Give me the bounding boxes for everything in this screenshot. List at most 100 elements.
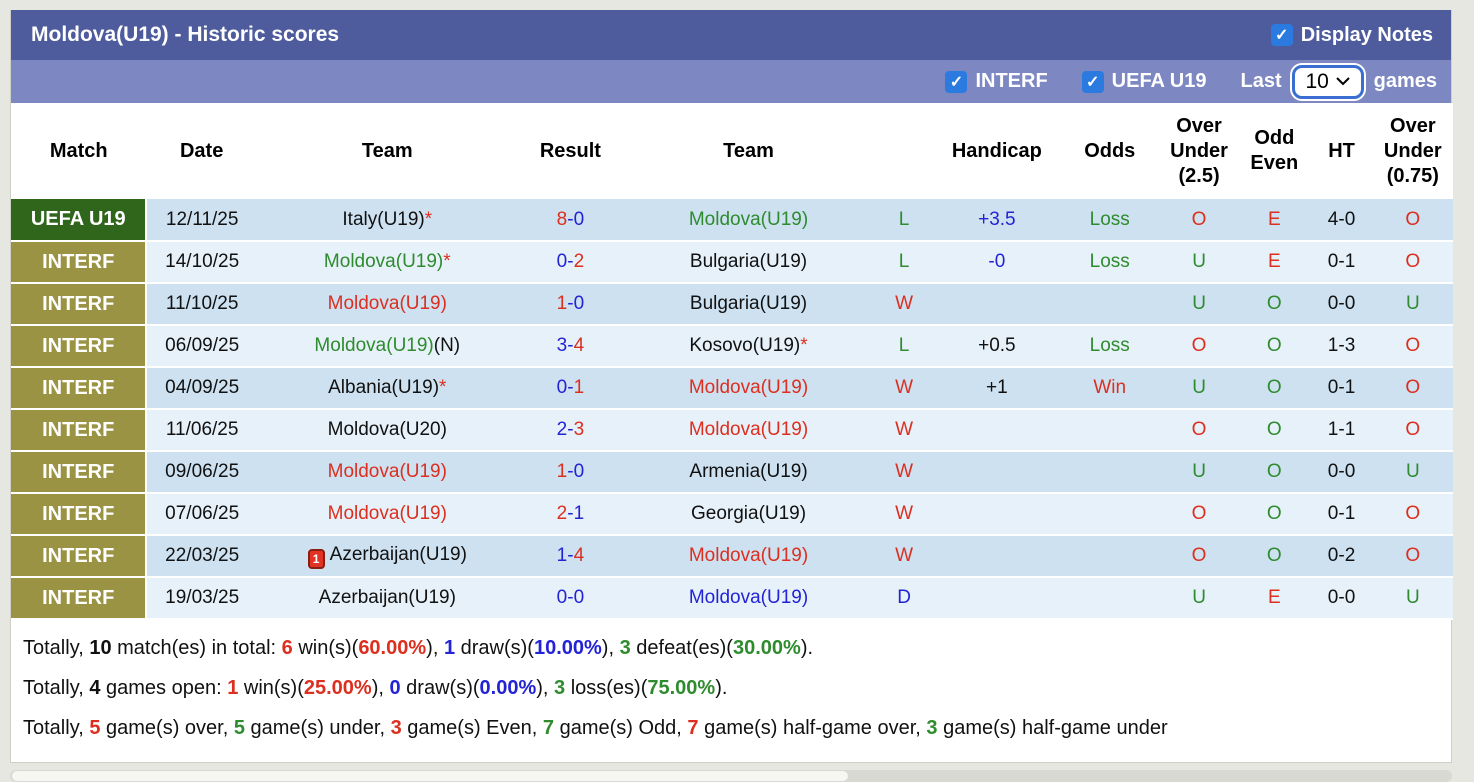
odds-cell [1059,283,1160,326]
date-cell: 19/03/25 [146,577,257,620]
home-team-cell: Moldova(U19)(N) [256,325,518,368]
interf-checkbox[interactable]: ✓ [945,70,968,93]
column-header: Odds [1059,103,1160,199]
result-cell: 0-0 [517,577,624,620]
display-notes-toggle[interactable]: ✓ Display Notes [1270,23,1433,47]
date-cell: 22/03/25 [146,535,257,578]
wld-cell: W [873,493,935,536]
uefa-u19-toggle[interactable]: ✓ UEFA U19 [1081,70,1207,93]
interf-label: INTERF [975,70,1048,92]
odds-cell [1059,535,1160,578]
odd-even-cell: O [1238,535,1311,578]
away-team-cell: Moldova(U19) [623,535,874,578]
wld-cell: W [873,409,935,452]
half-time-cell: 0-0 [1310,283,1373,326]
half-time-cell: 1-3 [1310,325,1373,368]
chevron-down-icon [1336,77,1350,86]
odds-cell: Loss [1059,199,1160,242]
over-under-2-5-cell: O [1159,199,1239,242]
away-team-cell: Kosovo(U19)* [623,325,874,368]
away-team-cell: Armenia(U19) [623,451,874,494]
odd-even-cell: E [1238,577,1311,620]
column-header: Odd Even [1238,103,1311,199]
odds-cell [1059,409,1160,452]
over-under-2-5-cell: O [1159,535,1239,578]
filter-bar: ✓ INTERF ✓ UEFA U19 Last 10 games [11,60,1451,103]
handicap-cell [934,409,1060,452]
uefa-u19-checkbox[interactable]: ✓ [1081,70,1104,93]
column-header: Handicap [934,103,1060,199]
column-header: HT [1310,103,1373,199]
games-label: games [1373,70,1437,92]
handicap-cell: -0 [934,241,1060,284]
home-team-cell: Moldova(U19)* [256,241,518,284]
home-team-cell: Italy(U19)* [256,199,518,242]
half-time-cell: 0-1 [1310,493,1373,536]
away-team-cell: Moldova(U19) [623,409,874,452]
summary-line: Totally, 10 match(es) in total: 6 win(s)… [23,637,814,659]
summary-line: Totally, 4 games open: 1 win(s)(25.00%),… [23,677,728,699]
half-time-cell: 1-1 [1310,409,1373,452]
over-under-0-75-cell: O [1372,241,1453,284]
competition-badge: INTERF [11,367,148,410]
over-under-2-5-cell: U [1159,367,1239,410]
competition-badge: INTERF [11,577,148,620]
odd-even-cell: O [1238,493,1311,536]
table-row: INTERF 19/03/25 Azerbaijan(U19) 0-0 Moldova(… [11,577,1453,620]
scrollbar-thumb[interactable] [12,771,849,781]
handicap-cell [934,283,1060,326]
table-header: Match Date Team Result Team Handicap Odds Over U… [11,103,1453,199]
competition-badge: INTERF [11,409,148,452]
historic-scores-table: Match Date Team Result Team Handicap Odds Over U… [11,103,1453,620]
over-under-0-75-cell: O [1372,325,1453,368]
table-row: INTERF 07/06/25 Moldova(U19) 2-1 Georgia(U19… [11,493,1453,536]
result-cell: 8-0 [517,199,624,242]
wld-cell: W [873,535,935,578]
display-notes-checkbox[interactable]: ✓ [1270,24,1293,46]
result-cell: 3-4 [517,325,624,368]
over-under-2-5-cell: O [1159,493,1239,536]
wld-cell: L [873,241,935,284]
half-time-cell: 0-1 [1310,241,1373,284]
away-team-cell: Moldova(U19) [623,577,874,620]
home-team-cell: Moldova(U19) [256,283,518,326]
half-time-cell: 0-1 [1310,367,1373,410]
table-row: INTERF 14/10/25 Moldova(U19)* 0-2 Bulgaria(U… [11,241,1453,284]
home-team-cell: Moldova(U19) [256,451,518,494]
odd-even-cell: O [1238,367,1311,410]
half-time-cell: 0-0 [1310,451,1373,494]
odds-cell: Win [1059,367,1160,410]
over-under-0-75-cell: U [1372,451,1453,494]
odd-even-cell: O [1238,325,1311,368]
result-cell: 1-0 [517,451,624,494]
odd-even-cell: E [1238,199,1311,242]
result-cell: 0-2 [517,241,624,284]
odd-even-cell: O [1238,409,1311,452]
last-games-select[interactable]: 10 [1291,64,1364,99]
over-under-0-75-cell: O [1372,367,1453,410]
table-row: INTERF 11/10/25 Moldova(U19) 1-0 Bulgaria(U1… [11,283,1453,326]
odds-cell [1059,577,1160,620]
date-cell: 09/06/25 [146,451,257,494]
table-row: INTERF 06/09/25 Moldova(U19)(N) 3-4 Kosovo(U… [11,325,1453,368]
competition-badge: INTERF [11,283,148,326]
date-cell: 11/10/25 [146,283,257,326]
odds-cell: Loss [1059,325,1160,368]
date-cell: 11/06/25 [146,409,257,452]
table-row: INTERF 04/09/25 Albania(U19)* 0-1 Moldova(U1… [11,367,1453,410]
red-card-icon: 1 [307,548,325,569]
summary-section: Totally, 10 match(es) in total: 6 win(s)… [11,620,1451,762]
date-cell: 06/09/25 [146,325,257,368]
odds-cell [1059,451,1160,494]
table-row: INTERF 22/03/25 1 Azerbaijan(U19) 1-4 Moldova… [11,535,1453,578]
odds-cell: Loss [1059,241,1160,284]
date-cell: 04/09/25 [146,367,257,410]
interf-toggle[interactable]: ✓ INTERF [945,70,1048,93]
over-under-0-75-cell: U [1372,577,1453,620]
horizontal-scrollbar[interactable] [10,770,1452,782]
display-notes-label: Display Notes [1300,23,1433,46]
column-header: Over Under (0.75) [1372,103,1453,199]
competition-badge: INTERF [11,493,148,536]
page-title: Moldova(U19) - Historic scores [31,23,340,46]
handicap-cell [934,577,1060,620]
